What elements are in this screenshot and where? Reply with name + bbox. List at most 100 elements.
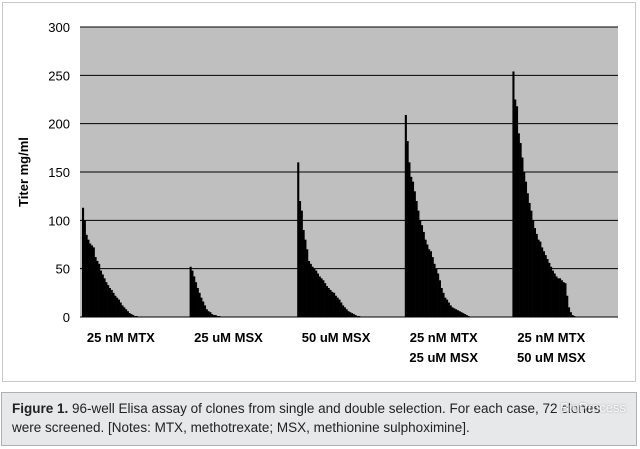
bar — [83, 220, 86, 317]
bar — [320, 278, 323, 317]
category-label: 25 uM MSX — [409, 350, 478, 365]
bar — [325, 286, 328, 317]
bar — [205, 309, 208, 317]
y-tick-label: 300 — [48, 20, 70, 35]
bar — [419, 220, 422, 317]
bar — [413, 191, 416, 317]
category-label: 25 nM MTX — [87, 330, 155, 345]
bar — [316, 273, 320, 317]
bar — [519, 143, 522, 317]
bar — [458, 311, 461, 317]
bar — [351, 313, 354, 317]
bar — [438, 280, 441, 317]
bar — [533, 228, 537, 317]
bar — [573, 316, 576, 317]
y-tick-label: 50 — [56, 262, 70, 277]
bar — [515, 106, 519, 318]
bar — [334, 295, 337, 317]
y-tick-label: 100 — [48, 213, 70, 228]
bar — [82, 207, 85, 317]
bar — [437, 273, 440, 317]
bar — [408, 162, 411, 317]
bar — [548, 262, 551, 317]
bar — [123, 307, 126, 317]
bar — [329, 289, 332, 317]
bar — [304, 239, 307, 317]
bar — [431, 257, 434, 317]
category-label: 25 nM MTX — [517, 330, 585, 345]
bar — [555, 276, 558, 317]
bar — [559, 278, 562, 317]
bar — [429, 251, 432, 317]
bar — [132, 315, 135, 317]
bar-group — [82, 207, 138, 317]
bar — [209, 312, 212, 317]
bar — [542, 251, 545, 317]
bar — [306, 249, 309, 317]
bar — [347, 311, 350, 317]
bars — [82, 71, 576, 318]
bar — [340, 302, 343, 317]
bar — [433, 263, 436, 317]
bar — [444, 297, 447, 317]
category-labels: 25 nM MTX 25 uM MSX 50 uM MSX 25 nM MTX 25 u… — [87, 330, 586, 365]
bar-chart: 0 50 100 150 200 250 300 25 nM MTX 25 uM MSX 50 … — [16, 20, 618, 365]
bar — [203, 305, 207, 317]
bar — [410, 176, 413, 317]
bar — [87, 239, 90, 317]
bar — [514, 99, 517, 317]
bar — [327, 288, 330, 317]
bar — [105, 282, 108, 317]
bar — [467, 316, 470, 317]
bar — [125, 309, 128, 317]
bar — [338, 299, 341, 317]
bar — [446, 299, 449, 317]
bar — [465, 315, 468, 317]
bar — [553, 273, 556, 317]
y-tick-label: 200 — [48, 117, 70, 132]
bar — [311, 266, 314, 317]
bar — [521, 157, 524, 317]
bar — [134, 316, 137, 317]
bar — [297, 162, 300, 317]
bar — [551, 270, 554, 317]
bar — [194, 282, 198, 317]
bar — [564, 283, 567, 317]
bar — [550, 266, 553, 317]
bar — [512, 71, 515, 317]
bar — [302, 230, 305, 317]
bar — [119, 302, 122, 317]
bar — [135, 316, 138, 317]
bar — [544, 255, 547, 317]
bar — [110, 289, 113, 317]
bar — [207, 311, 210, 317]
bar — [460, 312, 463, 317]
bar — [571, 315, 574, 317]
y-tick-label: 0 — [63, 310, 70, 325]
bar — [89, 243, 92, 317]
bar — [517, 133, 520, 317]
bar — [193, 276, 196, 317]
bar — [535, 233, 538, 317]
bar — [530, 210, 533, 317]
bar — [356, 316, 359, 317]
bar — [198, 292, 201, 317]
bar — [107, 285, 110, 317]
bar — [331, 291, 334, 317]
bar — [298, 201, 302, 317]
bar — [333, 292, 336, 317]
bar-group — [404, 114, 470, 317]
bar — [85, 234, 88, 317]
bar — [541, 247, 544, 317]
bar — [406, 141, 409, 317]
bar — [567, 307, 571, 317]
bar — [96, 260, 99, 317]
y-tick-label: 150 — [48, 165, 70, 180]
category-label: 50 uM MSX — [517, 350, 586, 365]
bar — [214, 315, 217, 317]
bar — [94, 257, 97, 317]
bar — [300, 210, 303, 317]
y-tick-labels: 0 50 100 150 200 250 300 — [48, 20, 70, 325]
bar — [92, 247, 95, 317]
figure-frame: 0 50 100 150 200 250 300 25 nM MTX 25 uM MSX 50 … — [2, 2, 636, 382]
